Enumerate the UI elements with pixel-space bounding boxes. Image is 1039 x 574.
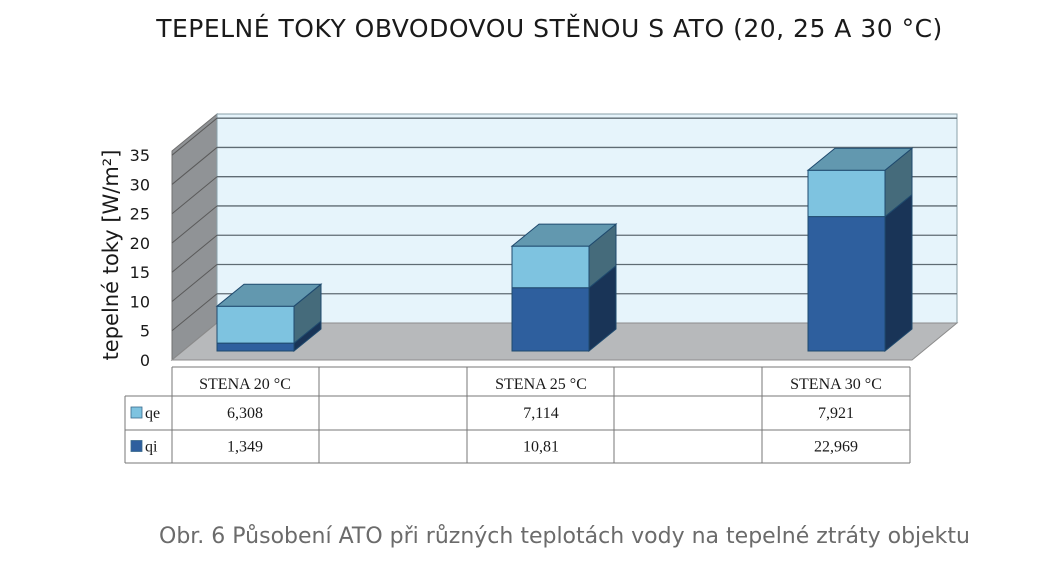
bar-qe-2 — [511, 245, 590, 289]
y-tick-label: 5 — [140, 322, 150, 341]
data-label-qe: 7,114 — [523, 405, 558, 422]
legend-key-qe — [130, 406, 143, 419]
gridline-side — [171, 205, 218, 244]
gridline-side — [171, 234, 218, 273]
category-label: STENA 25 °C — [495, 376, 587, 393]
data-label-qi: 1,349 — [227, 439, 263, 456]
y-tick-label: 15 — [130, 263, 150, 282]
category-label: STENA 20 °C — [199, 376, 291, 393]
gridline-side — [171, 176, 218, 215]
bar-top — [215, 283, 323, 307]
bar-top — [510, 223, 618, 247]
bar-side — [884, 193, 913, 353]
data-label-qe: 7,921 — [818, 405, 854, 422]
y-tick-label: 20 — [130, 234, 150, 253]
data-label-qi: 22,969 — [814, 439, 858, 456]
data-label-qi: 10,81 — [523, 439, 559, 456]
figure-caption: Obr. 6 Působení ATO při různých teplotác… — [159, 524, 970, 549]
y-tick-label: 0 — [140, 351, 150, 370]
bar-top — [806, 147, 914, 171]
legend-key-qi — [130, 440, 143, 452]
gridline-side — [171, 264, 218, 302]
gridline-side — [171, 293, 218, 332]
data-label-qe: 6,308 — [227, 405, 263, 422]
bar-qe-3 — [807, 169, 886, 218]
gridline-side — [171, 147, 218, 185]
y-axis-label: tepelné toky [W/m²] — [99, 150, 123, 361]
gridline-side — [171, 117, 218, 156]
bar-qi-3 — [807, 216, 886, 352]
category-label: STENA 30 °C — [790, 376, 882, 393]
bar-qi-1 — [216, 342, 295, 352]
chart-title: TEPELNÉ TOKY OBVODOVOU STĚNOU S ATO (20,… — [156, 14, 943, 43]
y-tick-label: 25 — [130, 205, 150, 224]
y-tick-label: 35 — [130, 146, 150, 165]
y-tick-label: 10 — [130, 292, 150, 311]
y-tick-label: 30 — [130, 175, 150, 194]
bar-qe-1 — [216, 305, 295, 344]
legend-label-qe: qe — [145, 405, 160, 422]
legend-label-qi: qi — [145, 439, 158, 456]
bar-qi-2 — [511, 287, 590, 352]
